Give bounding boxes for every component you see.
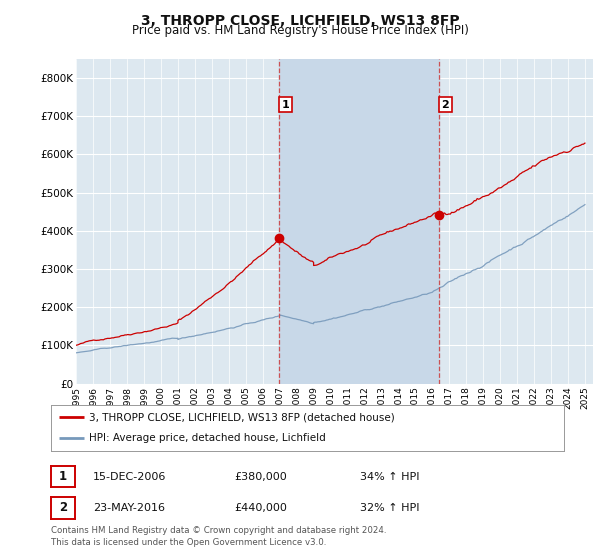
Text: 3, THROPP CLOSE, LICHFIELD, WS13 8FP (detached house): 3, THROPP CLOSE, LICHFIELD, WS13 8FP (de… — [89, 412, 395, 422]
Text: 1: 1 — [281, 100, 289, 110]
Text: Contains HM Land Registry data © Crown copyright and database right 2024.
This d: Contains HM Land Registry data © Crown c… — [51, 526, 386, 547]
Text: £440,000: £440,000 — [234, 503, 287, 513]
Text: HPI: Average price, detached house, Lichfield: HPI: Average price, detached house, Lich… — [89, 433, 326, 444]
Text: 1: 1 — [59, 470, 67, 483]
Text: 3, THROPP CLOSE, LICHFIELD, WS13 8FP: 3, THROPP CLOSE, LICHFIELD, WS13 8FP — [140, 14, 460, 28]
Text: 2: 2 — [59, 501, 67, 515]
Text: 23-MAY-2016: 23-MAY-2016 — [93, 503, 165, 513]
Text: 15-DEC-2006: 15-DEC-2006 — [93, 472, 166, 482]
Text: £380,000: £380,000 — [234, 472, 287, 482]
Bar — [279, 59, 439, 384]
Text: 32% ↑ HPI: 32% ↑ HPI — [360, 503, 419, 513]
Text: 34% ↑ HPI: 34% ↑ HPI — [360, 472, 419, 482]
Text: 2: 2 — [442, 100, 449, 110]
Text: Price paid vs. HM Land Registry's House Price Index (HPI): Price paid vs. HM Land Registry's House … — [131, 24, 469, 37]
